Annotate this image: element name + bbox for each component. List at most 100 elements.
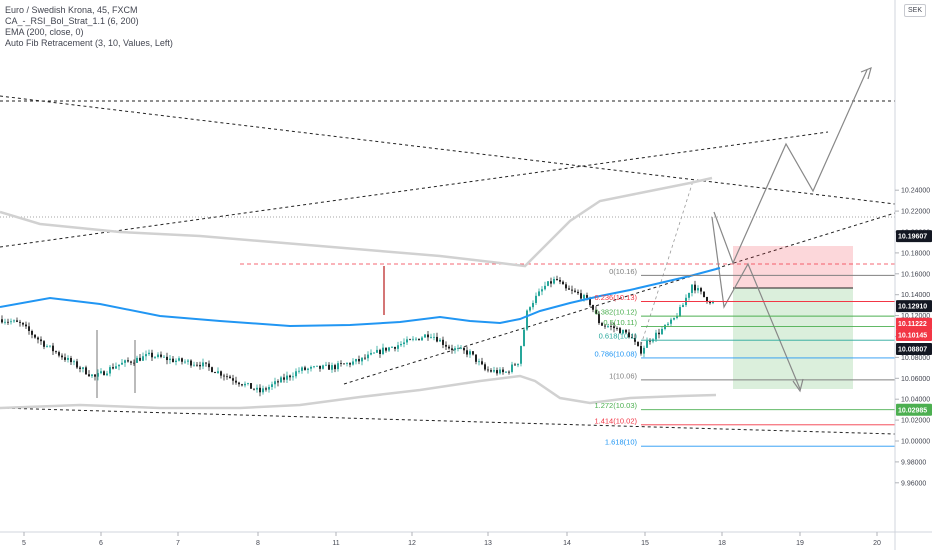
candle-body [538, 291, 540, 296]
price-tag-label: 10.12910 [898, 304, 927, 311]
indicator-rsi-bol[interactable]: CA_-_RSI_Bol_Strat_1.1 (6, 200) [5, 16, 139, 26]
candle-body [181, 358, 183, 362]
candle-body [442, 339, 444, 345]
candle-body [139, 357, 141, 361]
currency-button[interactable]: SEK [904, 4, 926, 17]
candle-body [379, 349, 381, 354]
candle-body [313, 366, 315, 368]
candle-body [427, 334, 429, 338]
candle-body [622, 329, 624, 334]
time-axis[interactable]: 5 6 7 8 11 12 13 14 15 18 19 20 [0, 531, 932, 547]
candle-body [436, 336, 438, 342]
candle-body [472, 351, 474, 355]
candle-body [703, 291, 705, 298]
fib-retracement[interactable]: 0(10.16) 0.236(10.13) 0.382(10.12)0.5(10.1… [594, 267, 895, 447]
candle-body [196, 364, 198, 366]
rising-trendline [0, 131, 829, 248]
candle-body [361, 357, 363, 362]
candle-body [616, 328, 618, 329]
candle-body [562, 281, 564, 285]
candle-body [508, 371, 510, 373]
candle-body [103, 371, 105, 376]
price-tag-label: 10.19607 [898, 234, 927, 241]
price-tag-box [896, 403, 932, 416]
time-tick-label: 5 [22, 540, 26, 547]
candle-body [484, 364, 486, 370]
chart-legend: Euro / Swedish Krona, 45, FXCM CA_-_RSI_… [5, 5, 173, 49]
candle-body [478, 361, 480, 363]
price-axis[interactable]: 10.2400010.2200010.2000010.1800010.16000… [894, 0, 930, 550]
candle-body [565, 284, 567, 289]
candle-body [676, 316, 678, 318]
candle-body [397, 345, 399, 349]
candle-body [619, 328, 621, 334]
fib-level-label: 0.5(10.11) [603, 318, 637, 327]
candle-body [178, 358, 180, 361]
candle-body [412, 338, 414, 340]
candle-body [709, 301, 711, 304]
price-tick-label: 9.96000 [901, 480, 926, 487]
symbol-title[interactable]: Euro / Swedish Krona, 45, FXCM [5, 5, 138, 15]
candle-body [490, 370, 492, 372]
candle-body [577, 291, 579, 294]
candle-body [109, 367, 111, 374]
time-tick-label: 13 [484, 540, 492, 547]
candle-body [514, 364, 516, 366]
price-tag-label: 10.02985 [898, 407, 927, 414]
fib-anchor-line [640, 180, 694, 346]
candle-body [682, 305, 684, 308]
candle-body [148, 352, 150, 355]
candle-body [4, 321, 6, 323]
candle-body [604, 325, 606, 327]
candle-body [673, 317, 675, 320]
candle-body [64, 357, 66, 360]
candle-body [499, 369, 501, 374]
candle-body [595, 309, 597, 314]
candle-body [253, 388, 255, 390]
candle-body [88, 374, 90, 377]
candle-body [31, 330, 33, 335]
fib-level-label: 0.382(10.12) [594, 308, 637, 317]
candle-body [256, 387, 258, 390]
candle-body [469, 351, 471, 355]
candle-body [10, 321, 12, 323]
candle-body [205, 362, 207, 364]
candle-body [292, 376, 294, 378]
candle-body [691, 284, 693, 293]
candle-body [358, 358, 360, 362]
candle-body [124, 360, 126, 363]
candle-body [1, 319, 3, 323]
lower-band-line [0, 374, 717, 410]
arrow-down-icon [792, 378, 804, 393]
candle-body [535, 295, 537, 303]
candle-body [526, 310, 528, 330]
indicator-ema[interactable]: EMA (200, close, 0) [5, 27, 84, 37]
candle-body [79, 367, 81, 369]
candle-body [274, 381, 276, 385]
drawings[interactable] [0, 66, 896, 435]
candle-body [505, 371, 507, 373]
time-tick-label: 19 [796, 540, 804, 547]
candle-body [331, 365, 333, 370]
candle-body [301, 367, 303, 371]
candle-body [463, 347, 465, 351]
candle-body [553, 278, 555, 284]
candle-body [34, 334, 36, 338]
indicator-auto-fib[interactable]: Auto Fib Retracement (3, 10, Values, Lef… [5, 38, 173, 48]
price-tag-label: 10.08807 [898, 346, 927, 353]
candle-body [94, 374, 96, 377]
price-tick-label: 10.16000 [901, 271, 930, 278]
candle-body [355, 358, 357, 362]
candle-body [394, 346, 396, 349]
candle-body [400, 344, 402, 346]
price-tick-label: 10.22000 [901, 209, 930, 216]
candle-body [337, 363, 339, 370]
candle-body [610, 326, 612, 327]
candle-body [493, 370, 495, 372]
candle-body [175, 360, 177, 363]
candle-body [91, 374, 93, 377]
price-tick-label: 10.12000 [901, 313, 930, 320]
candle-body [670, 319, 672, 324]
fib-level-label: 0.786(10.08) [594, 349, 637, 358]
